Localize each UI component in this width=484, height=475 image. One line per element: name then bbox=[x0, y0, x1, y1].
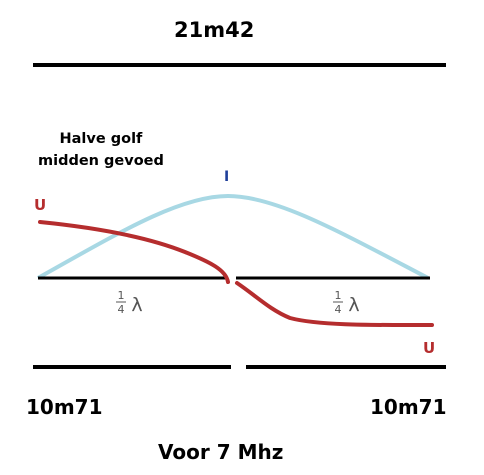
diagram-caption: Halve golf midden gevoed bbox=[38, 128, 164, 172]
quarter-wave-right: 1 4 λ bbox=[333, 289, 360, 316]
current-distribution-curve bbox=[37, 193, 429, 280]
caption-line-1: Halve golf bbox=[59, 131, 143, 147]
voltage-curve-right bbox=[235, 281, 434, 328]
current-label: I bbox=[224, 169, 229, 185]
left-length-label: 10m71 bbox=[26, 395, 103, 419]
lambda-symbol: λ bbox=[348, 294, 359, 316]
fraction-denominator: 4 bbox=[118, 303, 125, 316]
voltage-label-right: U bbox=[423, 339, 435, 357]
fraction-numerator: 1 bbox=[118, 289, 125, 302]
right-length-label: 10m71 bbox=[370, 395, 447, 419]
voltage-curve-left bbox=[38, 220, 230, 284]
lambda-symbol: λ bbox=[131, 294, 142, 316]
caption-line-2: midden gevoed bbox=[38, 153, 164, 169]
voltage-label-left: U bbox=[34, 196, 46, 214]
fraction-denominator: 4 bbox=[335, 303, 342, 316]
total-length-label: 21m42 bbox=[174, 18, 255, 42]
frequency-label: Voor 7 Mhz bbox=[158, 440, 284, 464]
quarter-wave-left: 1 4 λ bbox=[116, 289, 143, 316]
fraction-numerator: 1 bbox=[335, 289, 342, 302]
